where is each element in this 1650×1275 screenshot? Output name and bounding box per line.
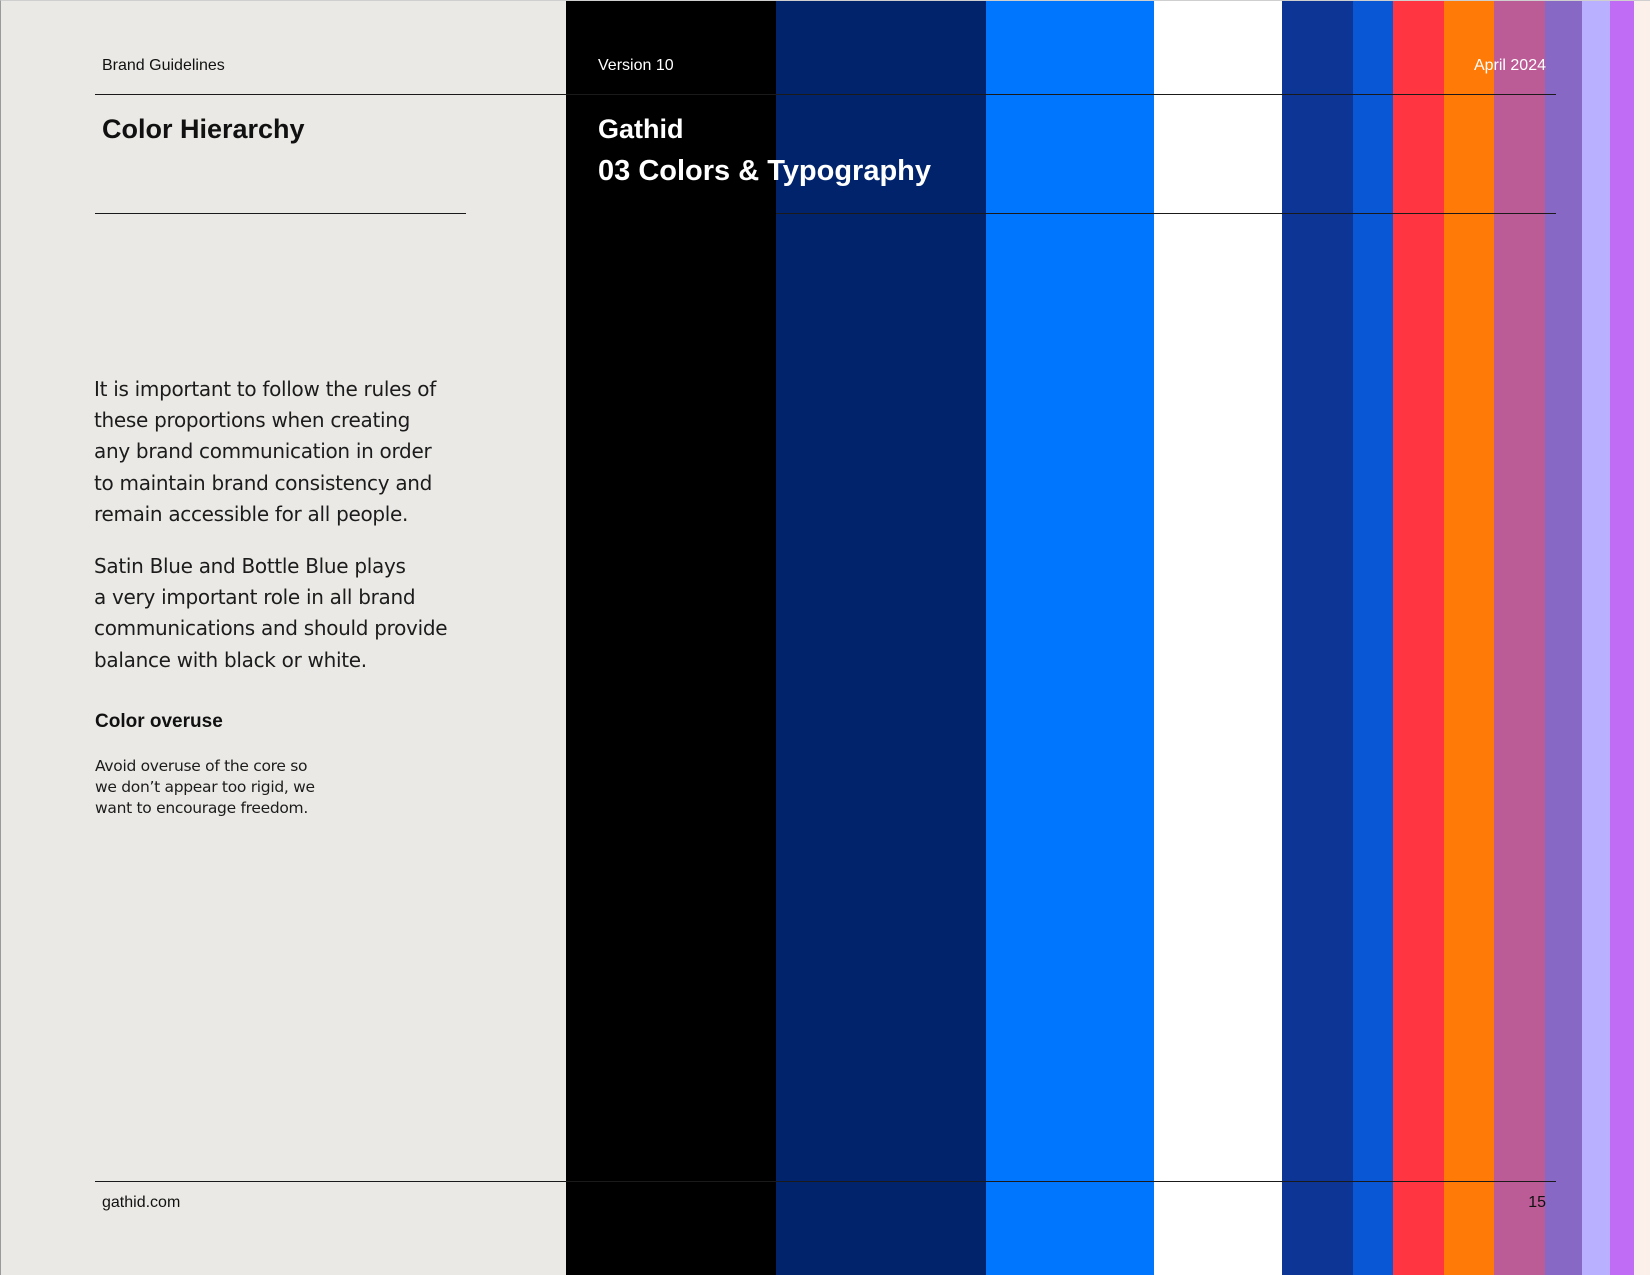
paragraph-line: these proportions when creating — [94, 408, 411, 433]
color-stripe-bright-blue — [986, 0, 1154, 1275]
satin-blue-paragraph: Satin Blue and Bottle Blue plays a very … — [94, 551, 534, 676]
paragraph-line: Satin Blue and Bottle Blue plays — [94, 554, 406, 578]
color-stripe-violet — [1610, 0, 1634, 1275]
color-stripe-blue — [1353, 0, 1393, 1275]
color-stripe-orange — [1444, 0, 1494, 1275]
title-divider-right — [776, 213, 1556, 214]
company-name: Gathid — [598, 114, 684, 144]
paragraph-line: any brand communication in order — [94, 439, 432, 464]
paragraph-line: a very important role in all brand — [94, 585, 416, 610]
header-divider — [95, 94, 1556, 95]
footer-divider — [95, 1181, 1556, 1182]
color-stripe-royal-blue — [1282, 0, 1353, 1275]
paragraph-line: remain accessible for all people. — [94, 501, 409, 526]
paragraph-line: communications and should provide — [94, 616, 448, 641]
page-number: 15 — [1528, 1194, 1546, 1211]
color-stripe-purple — [1545, 0, 1582, 1275]
chapter-title: 03 Colors & Typography — [598, 155, 932, 187]
color-stripe-black — [566, 0, 776, 1275]
paragraph-line: to maintain brand consistency and — [94, 470, 433, 495]
note-line: we don’t appear too rigid, we — [95, 777, 315, 796]
color-stripe-navy — [776, 0, 986, 1275]
color-stripe-blush — [1634, 0, 1650, 1275]
section-title: Color Hierarchy — [102, 114, 305, 144]
color-stripe-white — [1154, 0, 1282, 1275]
color-overuse-heading: Color overuse — [95, 711, 223, 732]
paragraph-line: It is important to follow the rules of — [94, 377, 436, 401]
color-stripe-lavender — [1582, 0, 1610, 1275]
paragraph-line: balance with black or white. — [94, 647, 367, 672]
color-stripe-pink — [1494, 0, 1545, 1275]
date-label: April 2024 — [1473, 57, 1546, 74]
note-line: Avoid overuse of the core so — [95, 757, 308, 775]
version-label: Version 10 — [598, 57, 674, 74]
note-line: want to encourage freedom. — [95, 798, 308, 817]
website-label: gathid.com — [102, 1194, 181, 1211]
intro-paragraph: It is important to follow the rules of t… — [94, 374, 534, 530]
title-divider-left — [95, 213, 466, 214]
brand-guidelines-label: Brand Guidelines — [102, 57, 225, 74]
color-overuse-note: Avoid overuse of the core so we don’t ap… — [95, 756, 335, 818]
color-stripe-red — [1393, 0, 1444, 1275]
